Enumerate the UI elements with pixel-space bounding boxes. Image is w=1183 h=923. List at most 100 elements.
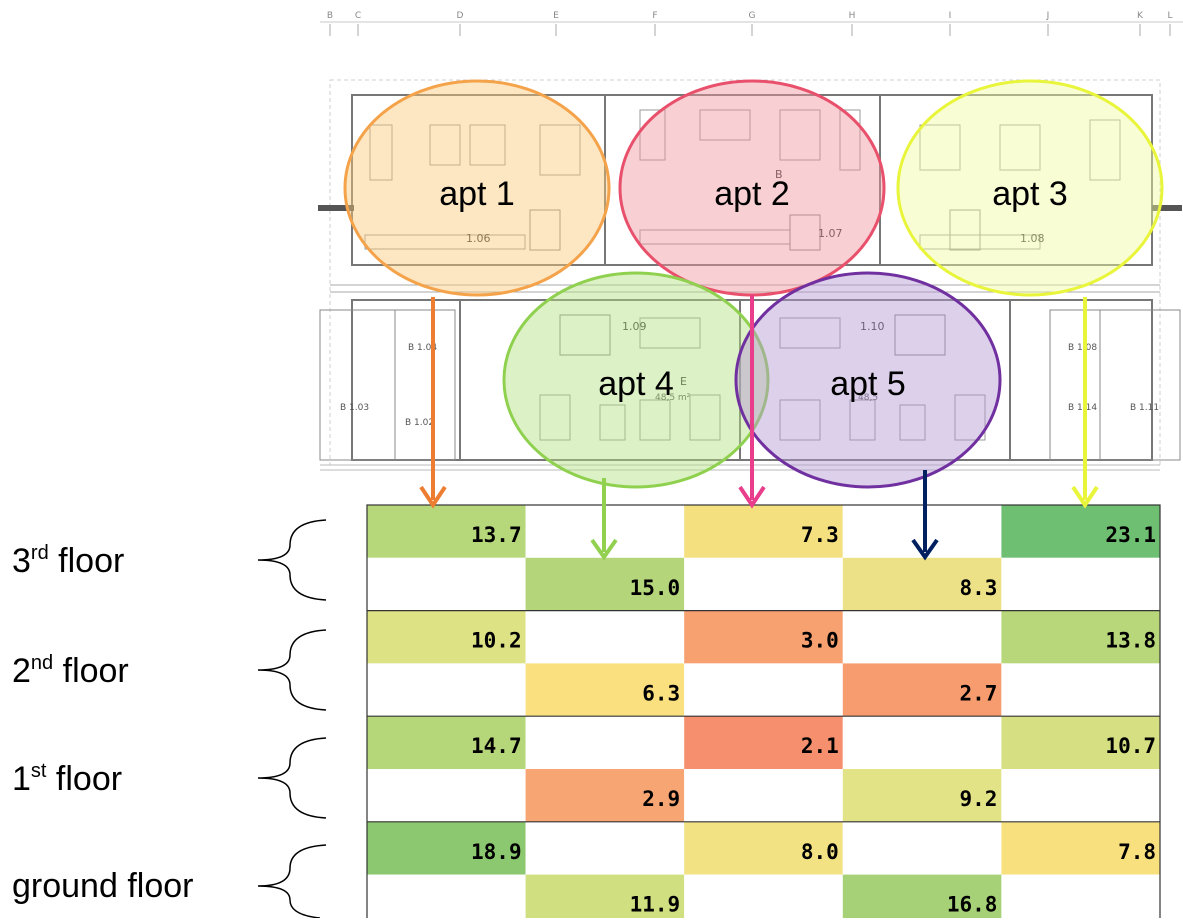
table-cell-value: 14.7: [471, 734, 522, 758]
table-cell: [684, 769, 843, 822]
svg-text:3rd floor: 3rd floor: [12, 542, 124, 580]
table-cell-value: 3.0: [801, 629, 839, 653]
table-cell-value: 15.0: [630, 576, 681, 600]
room-number-apt4: 1.09: [622, 320, 647, 333]
grid-letter: L: [1167, 11, 1172, 21]
floor-3-sup: rd: [31, 542, 49, 564]
table-cell: [367, 610, 526, 664]
table-cell-value: 6.3: [642, 681, 680, 705]
table-cell: [525, 769, 685, 822]
table-cell: [1001, 874, 1160, 923]
table-cell: [1001, 610, 1160, 664]
table-cell: [684, 821, 843, 875]
table-cell-value: 2.7: [959, 681, 997, 705]
table-cell-value: 8.0: [801, 840, 839, 864]
arrow-apt5: [911, 470, 939, 561]
table-cell: [842, 610, 1002, 664]
floor-1-number: 1: [12, 760, 31, 798]
table-cell: [842, 505, 1002, 558]
floor-2-suffix: floor: [53, 652, 129, 690]
arrow-apt3: [1071, 297, 1099, 509]
apt-5-label: apt 5: [830, 365, 906, 403]
table-cell: [367, 557, 526, 611]
side-room-right-3: B 1.11: [1130, 403, 1159, 413]
table-cell-value: 18.9: [471, 840, 522, 864]
side-room-left-3: B 1.02: [405, 418, 434, 428]
table-cell: [1001, 663, 1160, 717]
table-cell: [525, 610, 685, 664]
floor-label-2: 2nd floor: [12, 629, 327, 711]
grid-letter: B: [327, 11, 333, 21]
heat-table: 13.7 7.3 23.1 15.0 8.3 10.2 3.0 13.8 6.3 2.7 14.7 2…: [366, 504, 1161, 923]
table-cell: [684, 505, 843, 558]
table-cell: [367, 716, 526, 769]
apt-5-ellipse: [734, 271, 1002, 489]
plan-room-labels: 1.06 1.07 1.08 1.09 1.10 E 48,5 m² 48,5 …: [340, 168, 1159, 428]
floor-1-sup: st: [31, 760, 47, 782]
table-cell-value: 11.9: [630, 893, 681, 917]
table-cell-value: 13.7: [471, 523, 522, 547]
grid-letter: F: [652, 11, 657, 21]
apartment-arrows: [419, 295, 1099, 561]
table-cell: [525, 874, 685, 923]
grid-letter: J: [1046, 11, 1050, 21]
table-cell: [1001, 769, 1160, 822]
grid-letter: G: [749, 11, 756, 21]
table-cell: [842, 716, 1002, 769]
floor-2-number: 2: [12, 652, 31, 690]
apt-3-ellipse: [896, 79, 1164, 297]
table-cell-value: 7.8: [1118, 840, 1156, 864]
apt5-area: 48,5: [858, 393, 878, 403]
svg-text:2nd floor: 2nd floor: [12, 652, 129, 690]
floor-2-sup: nd: [31, 652, 53, 674]
grid-letter: D: [457, 11, 464, 21]
table-cell: [1001, 557, 1160, 611]
table-cell: [842, 557, 1002, 611]
table-cell: [367, 821, 526, 875]
floor-labels: 3rd floor 2nd floor 1st floor ground flo…: [12, 519, 327, 919]
floor-label-1: 1st floor: [12, 737, 327, 819]
table-cell: [525, 557, 685, 611]
table-cell-value: 10.2: [471, 629, 522, 653]
table-cell-value: 16.8: [947, 893, 998, 917]
grid-letter: E: [553, 11, 559, 21]
room-number-apt5: 1.10: [860, 320, 885, 333]
table-cell: [684, 557, 843, 611]
side-room-left-2: B 1.03: [340, 403, 369, 413]
table-cell: [367, 663, 526, 717]
table-cell: [367, 769, 526, 822]
table-cell: [842, 874, 1002, 923]
grid-letter: H: [849, 11, 856, 21]
grid-letter: K: [1137, 11, 1144, 21]
floor-3-number: 3: [12, 542, 31, 580]
table-cell: [1001, 716, 1160, 769]
apt-2-label: apt 2: [714, 175, 790, 213]
table-cell-value: 8.3: [959, 576, 997, 600]
room-number-apt2: 1.07: [818, 227, 843, 240]
side-room-right-1: B 1.08: [1068, 343, 1097, 353]
floor-plan: B C D E F G H I J K L: [318, 11, 1183, 471]
apt-1-label: apt 1: [439, 175, 515, 213]
apartment-highlights: [343, 79, 1164, 489]
table-cell: [684, 610, 843, 664]
side-room-right-2: B 1.14: [1068, 403, 1097, 413]
arrow-apt4: [590, 478, 618, 561]
table-cell-value: 23.1: [1105, 523, 1156, 547]
floor-3-suffix: floor: [49, 542, 125, 580]
floor-label-3: 3rd floor: [12, 519, 327, 601]
table-cell-value: 7.3: [801, 523, 839, 547]
brace-3: [257, 519, 327, 601]
table-cell: [842, 663, 1002, 717]
table-cell-value: 2.9: [642, 787, 680, 811]
table-cell: [842, 769, 1002, 822]
room-number-apt3: 1.08: [1020, 232, 1045, 245]
brace-2: [257, 629, 327, 711]
brace-ground: [257, 844, 327, 919]
grid-letter: I: [949, 11, 952, 21]
room-number-apt1: 1.06: [466, 232, 491, 245]
floor-ground-text: ground floor: [12, 867, 193, 905]
apt-3-label: apt 3: [992, 175, 1068, 213]
table-cell-value: 13.8: [1105, 629, 1156, 653]
